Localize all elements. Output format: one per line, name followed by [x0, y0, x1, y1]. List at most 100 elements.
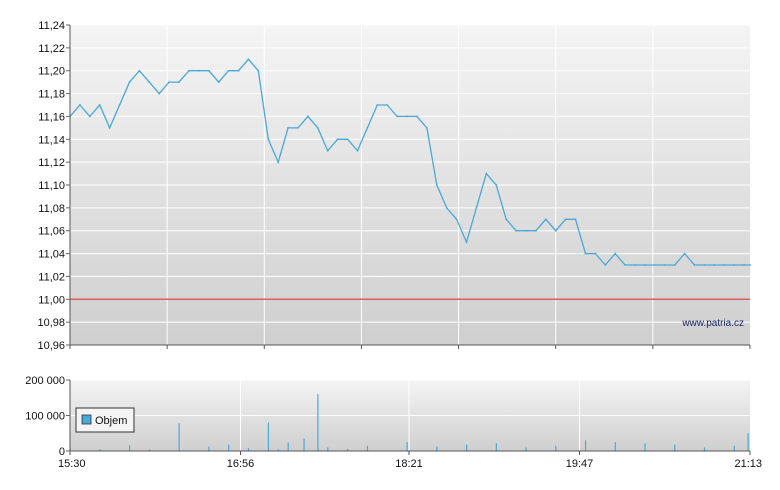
price-ytick-label: 11,14 [38, 134, 65, 146]
price-ytick-label: 11,08 [38, 203, 65, 215]
price-point [683, 252, 686, 255]
price-point [168, 81, 171, 84]
price-point [277, 161, 280, 164]
price-point [713, 264, 716, 266]
price-point [425, 126, 428, 129]
volume-bar [703, 447, 706, 451]
price-point [307, 115, 309, 118]
volume-bar [287, 442, 289, 451]
volume-bar [317, 394, 319, 451]
price-ytick-label: 11,00 [38, 294, 65, 306]
legend-label: Objem [95, 415, 127, 427]
price-ytick-label: 11,18 [38, 89, 65, 101]
price-point [693, 264, 696, 266]
price-ytick-label: 11,10 [38, 180, 65, 192]
volume-bar [747, 433, 749, 451]
xtick-label: 16:56 [227, 458, 255, 470]
price-point [475, 206, 478, 209]
price-ytick-label: 10,98 [37, 317, 65, 329]
price-point [237, 69, 240, 72]
volume-bar [466, 444, 468, 451]
volume-bar [99, 449, 101, 451]
price-series-line [69, 58, 750, 266]
volume-ytick-label: 100 000 [25, 411, 65, 423]
volume-bar [366, 445, 369, 451]
price-point [465, 241, 468, 244]
price-point [346, 138, 349, 141]
price-point [197, 69, 200, 72]
volume-bar [733, 445, 735, 451]
price-point [386, 104, 389, 106]
volume-bar [303, 438, 305, 451]
price-point [505, 218, 508, 221]
volume-bar [208, 446, 210, 451]
price-point [257, 69, 260, 72]
volume-bar [436, 446, 438, 451]
price-ytick-label: 11,20 [38, 66, 65, 78]
price-ytick-label: 10,96 [37, 340, 65, 352]
price-point [534, 229, 537, 232]
price-point [723, 264, 726, 266]
price-point [376, 104, 379, 106]
price-ytick-label: 11,06 [38, 226, 65, 238]
price-point [326, 149, 329, 152]
price-point [733, 264, 736, 266]
price-point [108, 126, 111, 129]
volume-bar [674, 444, 676, 451]
price-point [435, 184, 438, 186]
price-ytick-label: 11,24 [38, 20, 65, 32]
watermark: www.patria.cz [681, 318, 744, 329]
volume-bar [148, 449, 151, 451]
price-point [455, 218, 458, 221]
price-point [287, 126, 289, 129]
price-point [267, 138, 270, 141]
xtick-label: 21:13 [734, 458, 762, 470]
price-point [128, 81, 131, 84]
volume-legend: Objem [75, 407, 135, 433]
price-point [604, 264, 607, 266]
price-point [554, 229, 557, 232]
price-point [207, 69, 210, 72]
price-point [178, 81, 180, 84]
price-ytick-label: 11,22 [38, 43, 65, 55]
price-point [247, 58, 250, 61]
price-point [88, 115, 91, 118]
price-point [673, 264, 676, 266]
price-point [749, 264, 751, 266]
price-point [485, 172, 488, 175]
price-chart: 11,24 11,22 11,20 11,18 11,16 11,14 11,12 11,10… [37, 20, 751, 352]
xtick-label: 15:30 [58, 458, 86, 470]
volume-bar [228, 444, 230, 451]
price-point [653, 264, 656, 266]
volume-bar [267, 422, 269, 451]
volume-bar [495, 443, 497, 451]
price-point [227, 69, 230, 72]
price-point [594, 252, 597, 255]
price-point [148, 81, 151, 84]
price-point [445, 206, 448, 209]
xtick-label: 18:21 [395, 458, 423, 470]
price-ytick-label: 11,04 [38, 249, 65, 261]
volume-bar [178, 423, 180, 451]
volume-bar [584, 440, 587, 451]
price-point [356, 149, 359, 152]
price-point [584, 252, 587, 255]
price-ytick-label: 11,02 [38, 271, 65, 283]
price-point [188, 69, 190, 72]
price-point [525, 229, 527, 232]
price-point [703, 264, 706, 266]
volume-bar [277, 449, 279, 451]
volume-bar [347, 448, 349, 451]
price-point [79, 104, 81, 106]
price-point [118, 104, 121, 106]
price-point [217, 81, 220, 84]
volume-bar [555, 445, 557, 451]
volume-bar [327, 447, 329, 451]
price-point [416, 115, 418, 118]
price-point [614, 252, 617, 255]
price-ytick-label: 11,12 [38, 157, 65, 169]
xtick-label: 19:47 [566, 458, 594, 470]
price-point [297, 126, 299, 129]
